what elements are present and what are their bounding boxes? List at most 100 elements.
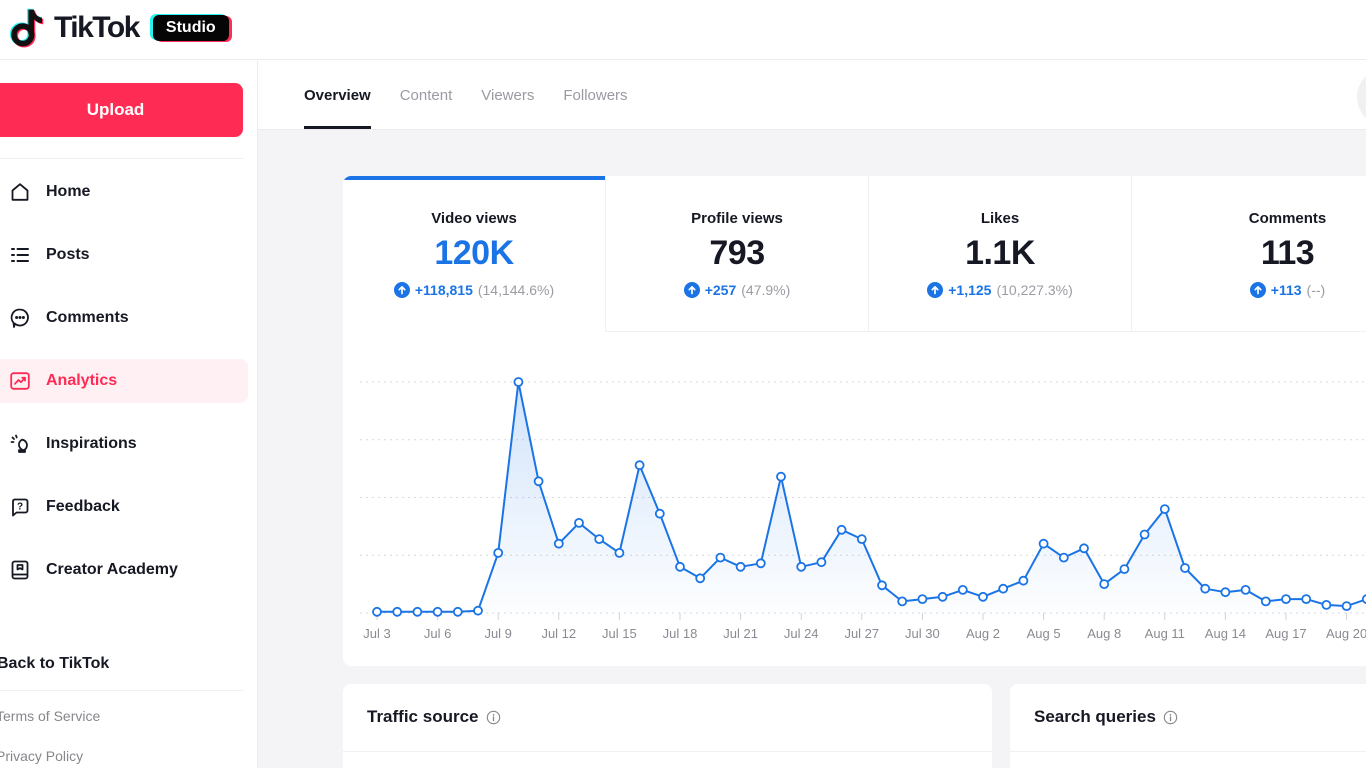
delta-percent: (--) [1306,282,1326,298]
stat-value: 1.1K [965,234,1035,272]
stat-label: Likes [980,210,1020,227]
sidebar-item-label: Posts [46,246,90,263]
arrow-up-circle-icon [1249,282,1266,298]
stat-card-video-views[interactable]: Video views 120K +118,815 (14,144.6%) [343,176,606,332]
stat-label: Video views [431,210,517,227]
views-line-chart[interactable]: Jul 3 Jul 6 Jul 9 Jul 12 Jul 15 Jul 18 Jul 21 J… [343,332,1366,666]
sidebar-item-label: Home [46,183,91,200]
svg-text:?: ? [17,501,23,512]
delta-percent: (10,227.3%) [996,282,1073,298]
analytics-chart-icon [10,372,30,390]
svg-text:Aug 5: Aug 5 [1027,626,1061,641]
question-bubble-icon: ? [12,498,29,517]
traffic-source-panel: Traffic source [343,684,992,768]
info-icon[interactable] [486,710,501,725]
sidebar-item-feedback[interactable]: ? Feedback [0,485,248,529]
panel-title: Search queries [1034,707,1156,726]
svg-text:Jul 21: Jul 21 [723,626,758,641]
sidebar-footer-divider [0,690,243,691]
svg-text:Aug 17: Aug 17 [1265,626,1306,641]
svg-text:Jul 24: Jul 24 [784,626,819,641]
info-icon[interactable] [1163,710,1178,725]
arrow-up-circle-icon [927,282,944,298]
svg-text:Aug 20: Aug 20 [1326,626,1366,641]
stat-delta: +118,815 (14,144.6%) [393,282,555,298]
panel-divider [343,751,992,752]
arrow-up-circle-icon [683,282,700,298]
brand-wordmark: TikTok [54,11,140,44]
views-line-chart-svg[interactable]: Jul 3 Jul 6 Jul 9 Jul 12 Jul 15 Jul 18 Jul 21 J… [343,332,1366,666]
tiktok-note-icon [10,8,44,48]
delta-number: +113 [1270,282,1302,298]
comment-bubble-icon [10,308,29,328]
delta-percent: (47.9%) [741,282,791,298]
stat-label: Profile views [691,210,783,227]
stat-delta: +257 (47.9%) [683,282,791,298]
privacy-policy-link[interactable]: Privacy Policy [0,748,84,764]
stat-card-comments[interactable]: Comments 113 +113 (--) [1132,176,1366,332]
studio-badge: Studio [152,15,229,41]
stats-row: Video views 120K +118,815 (14,144.6%) Pr… [343,176,1366,332]
svg-text:Aug 8: Aug 8 [1087,626,1121,641]
svg-text:Aug 2: Aug 2 [966,626,1000,641]
search-queries-panel: Search queries [1010,684,1366,768]
stat-card-likes[interactable]: Likes 1.1K +1,125 (10,227.3%) [869,176,1132,332]
terms-of-service-link[interactable]: Terms of Service [0,708,101,724]
sidebar-item-label: Creator Academy [46,561,178,578]
svg-text:Jul 27: Jul 27 [844,626,879,641]
list-icon [11,248,29,262]
home-icon [11,183,29,201]
tiktok-studio-logo[interactable]: TikTok Studio [10,8,229,48]
stat-card-profile-views[interactable]: Profile views 793 +257 (47.9%) [606,176,869,332]
svg-text:Aug 14: Aug 14 [1205,626,1246,641]
arrow-up-circle-icon [393,282,410,298]
svg-text:Jul 12: Jul 12 [541,626,576,641]
panel-divider [1010,751,1366,752]
delta-number: +1,125 [948,282,992,298]
delta-percent: (14,144.6%) [477,282,555,298]
app-header: TikTok Studio [0,0,1366,60]
sidebar-item-posts[interactable]: Posts [0,233,248,277]
svg-text:Jul 18: Jul 18 [663,626,698,641]
header-circle-button[interactable] [1357,68,1366,126]
tab-content[interactable]: Content [399,86,453,104]
sidebar-item-analytics[interactable]: Analytics [0,359,248,403]
stat-label: Comments [1248,210,1327,227]
panel-title: Traffic source [367,707,479,726]
svg-text:Jul 15: Jul 15 [602,626,637,641]
sidebar-item-label: Comments [46,309,129,326]
stat-value: 113 [1260,234,1315,272]
svg-text:Jul 9: Jul 9 [484,626,511,641]
tab-viewers[interactable]: Viewers [481,86,535,104]
svg-text:Jul 3: Jul 3 [363,626,390,641]
upload-button[interactable]: Upload [0,83,243,137]
sidebar-item-home[interactable]: Home [0,170,248,214]
sidebar-item-label: Inspirations [46,435,137,452]
main-content: Video views 120K +118,815 (14,144.6%) Pr… [258,130,1366,768]
stat-value: 120K [434,234,514,272]
sidebar-item-label: Feedback [46,498,120,515]
svg-text:Aug 11: Aug 11 [1145,626,1185,641]
delta-number: +257 [704,282,737,298]
sidebar-item-inspirations[interactable]: Inspirations [0,422,248,466]
analytics-tabbar: Overview Content Viewers Followers [258,61,1366,130]
sidebar-item-creator-academy[interactable]: Creator Academy [0,548,248,592]
delta-number: +118,815 [414,282,473,298]
sidebar-nav: Home Posts Comments Analytics [0,170,258,611]
stat-value: 793 [709,234,765,272]
svg-text:Jul 6: Jul 6 [424,626,451,641]
sidebar: Upload Home Posts Comments [0,61,258,768]
lightbulb-icon [10,434,28,453]
stat-delta: +113 (--) [1249,282,1326,298]
tab-followers[interactable]: Followers [563,86,628,104]
back-to-tiktok-link[interactable]: Back to TikTok [0,655,110,672]
sidebar-item-comments[interactable]: Comments [0,296,248,340]
tab-overview[interactable]: Overview [304,61,371,129]
overview-metrics-card: Video views 120K +118,815 (14,144.6%) Pr… [343,176,1366,666]
book-icon [11,560,29,580]
sidebar-item-label: Analytics [46,372,118,389]
sidebar-divider [0,158,243,159]
svg-text:Jul 30: Jul 30 [905,626,940,641]
stat-delta: +1,125 (10,227.3%) [927,282,1073,298]
